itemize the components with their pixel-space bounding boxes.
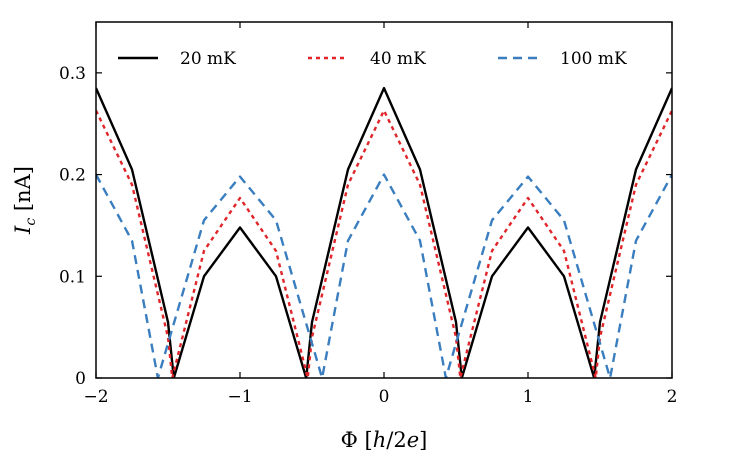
series-line-2 — [96, 109, 672, 378]
x-tick-label: −1 — [227, 387, 252, 407]
y-tick-label: 0 — [75, 369, 86, 389]
legend-label: 100 mK — [560, 49, 627, 69]
y-tick-label: 0.2 — [59, 166, 86, 186]
x-tick-label: 1 — [523, 387, 534, 407]
x-tick-label: 2 — [667, 387, 678, 407]
series-line-1 — [96, 86, 672, 378]
x-tick-label: −2 — [83, 387, 108, 407]
series-layer — [96, 86, 672, 378]
x-axis-label: Φ [h/2e] — [341, 428, 428, 452]
legend-label: 20 mK — [180, 49, 236, 69]
series-line-3 — [96, 173, 672, 378]
y-tick-label: 0.1 — [59, 267, 86, 287]
ticks-layer: −2 −1 0 1 2 0 0.1 0.2 0.3 — [59, 22, 677, 407]
x-tick-label: 0 — [379, 387, 390, 407]
plot-frame — [95, 21, 673, 379]
legend-label: 40 mK — [370, 49, 426, 69]
y-tick-label: 0.3 — [59, 64, 86, 84]
legend: 20 mK 40 mK 100 mK — [118, 49, 627, 69]
y-axis-label: Ic [nA] — [11, 166, 39, 235]
